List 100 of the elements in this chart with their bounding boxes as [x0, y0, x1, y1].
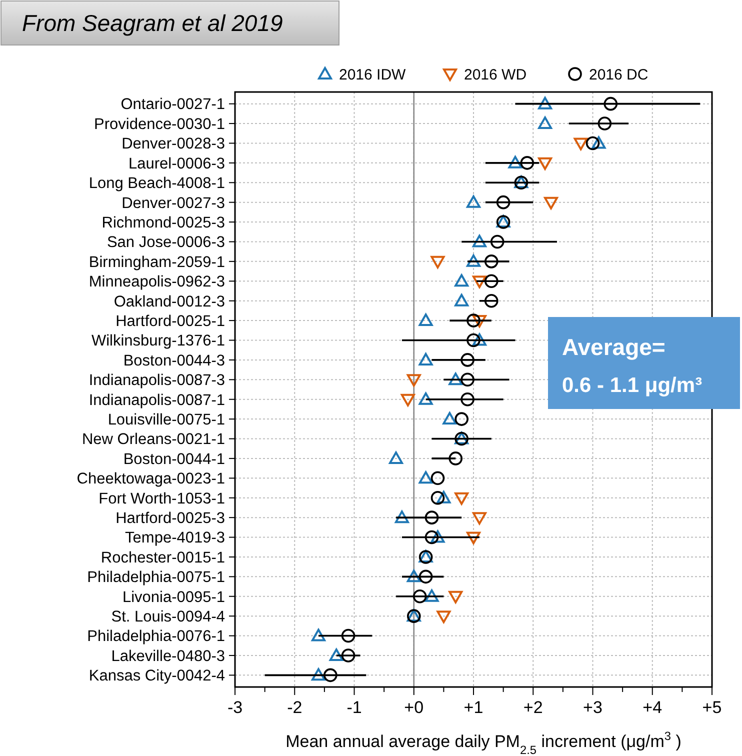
- point: [418, 570, 433, 584]
- y-tick-label: Louisville-0075-1: [108, 411, 225, 428]
- x-tick-label: -2: [287, 698, 302, 717]
- point: [508, 156, 522, 168]
- point: [454, 274, 469, 287]
- y-tick-label: Providence-0030-1: [94, 116, 225, 133]
- y-tick-label: Indianapolis-0087-1: [88, 392, 225, 409]
- y-tick-label: Long Beach-4008-1: [88, 175, 225, 192]
- y-tick-label: Livonia-0095-1: [122, 588, 225, 606]
- point: [406, 374, 421, 387]
- point: [388, 451, 403, 464]
- point: [472, 276, 486, 288]
- y-tick-label: Boston-0044-3: [123, 352, 225, 370]
- point: [544, 196, 558, 210]
- x-tick-label: +3: [583, 698, 602, 717]
- y-tick-label: Ontario-0027-1: [120, 96, 225, 114]
- point: [341, 628, 356, 643]
- point: [598, 116, 612, 130]
- point: [430, 490, 445, 505]
- point: [436, 610, 451, 624]
- point: [311, 628, 326, 642]
- y-tick-label: Philadelphia-0075-1: [87, 569, 225, 586]
- y-tick-label: St. Louis-0094-4: [111, 608, 226, 626]
- point: [484, 294, 498, 308]
- y-tick-label: Denver-0027-3: [122, 194, 225, 212]
- point: [490, 234, 504, 249]
- legend-label: 2016 WD: [464, 66, 527, 84]
- point: [424, 510, 439, 524]
- y-tick-label: Hartford-0025-1: [116, 312, 225, 330]
- y-tick-label: Denver-0028-3: [122, 136, 225, 153]
- y-tick-label: Wilkinsburg-1376-1: [91, 332, 225, 350]
- legend-label: 2016 IDW: [339, 66, 407, 84]
- point: [430, 256, 445, 268]
- y-tick-label: New Orleans-0021-1: [82, 431, 225, 448]
- point: [442, 412, 457, 425]
- point: [418, 471, 433, 484]
- point: [538, 116, 552, 130]
- point: [341, 648, 356, 662]
- point: [430, 471, 445, 486]
- point: [586, 136, 600, 150]
- point: [454, 492, 469, 505]
- y-tick-label: Laurel-0006-3: [128, 155, 225, 172]
- point: [472, 333, 486, 346]
- y-tick-label: Kansas City-0042-4: [88, 668, 226, 685]
- y-tick-label: San Jose-0006-3: [106, 234, 225, 252]
- x-tick-label: +0: [404, 698, 424, 717]
- y-tick-label: Richmond-0025-3: [102, 214, 225, 232]
- point: [484, 254, 498, 268]
- y-tick-label: Birmingham-2059-1: [88, 254, 225, 271]
- x-tick-label: -3: [227, 698, 243, 717]
- point: [472, 512, 486, 525]
- point: [418, 314, 433, 326]
- point: [460, 353, 474, 367]
- y-tick-label: Tempe-4019-3: [125, 530, 225, 547]
- point: [424, 589, 439, 602]
- point: [448, 590, 463, 604]
- point: [418, 392, 433, 405]
- y-tick-label: Hartford-0025-3: [116, 510, 225, 527]
- point: [448, 372, 463, 386]
- chart-title: From Seagram et al 2019: [22, 10, 283, 36]
- point: [574, 138, 588, 150]
- y-tick-label: Philadelphia-0076-1: [87, 628, 225, 646]
- point: [466, 532, 480, 544]
- y-tick-label: Indianapolis-0087-3: [88, 372, 225, 390]
- point: [538, 96, 552, 110]
- point: [329, 648, 344, 661]
- x-tick-label: +2: [523, 698, 543, 717]
- point: [472, 315, 486, 328]
- point: [496, 195, 510, 210]
- point: [430, 530, 445, 543]
- x-tick-label: -1: [346, 698, 362, 717]
- x-tick-label: +5: [702, 698, 722, 717]
- legend-label: 2016 DC: [589, 66, 648, 84]
- point: [466, 195, 480, 208]
- point: [418, 352, 433, 366]
- y-tick-label: Boston-0044-1: [123, 450, 225, 468]
- point: [466, 314, 480, 328]
- x-tick-label: +1: [464, 698, 484, 717]
- y-tick-label: Oakland-0012-3: [114, 293, 225, 310]
- point: [454, 412, 468, 426]
- y-tick-label: Rochester-0015-1: [100, 549, 225, 566]
- point: [454, 294, 469, 306]
- point: [324, 668, 338, 682]
- point: [311, 668, 326, 681]
- point: [424, 530, 439, 544]
- point: [460, 392, 474, 406]
- y-tick-label: Cheektowaga-0023-1: [76, 470, 225, 488]
- point: [538, 157, 552, 170]
- point: [400, 394, 415, 406]
- y-tick-label: Fort Worth-1053-1: [98, 490, 225, 508]
- annotation: Average= 0.6 - 1.1 μg/m³: [562, 334, 702, 397]
- point: [412, 589, 427, 604]
- point: [592, 136, 606, 149]
- point: [460, 372, 474, 387]
- point: [484, 274, 498, 288]
- point: [466, 333, 480, 348]
- point: [436, 490, 451, 504]
- point: [448, 452, 463, 466]
- point: [394, 510, 409, 524]
- x-axis-title: Mean annual average daily PM$_{2.5}$ increment (μg/m$^{3}$): [286, 729, 682, 756]
